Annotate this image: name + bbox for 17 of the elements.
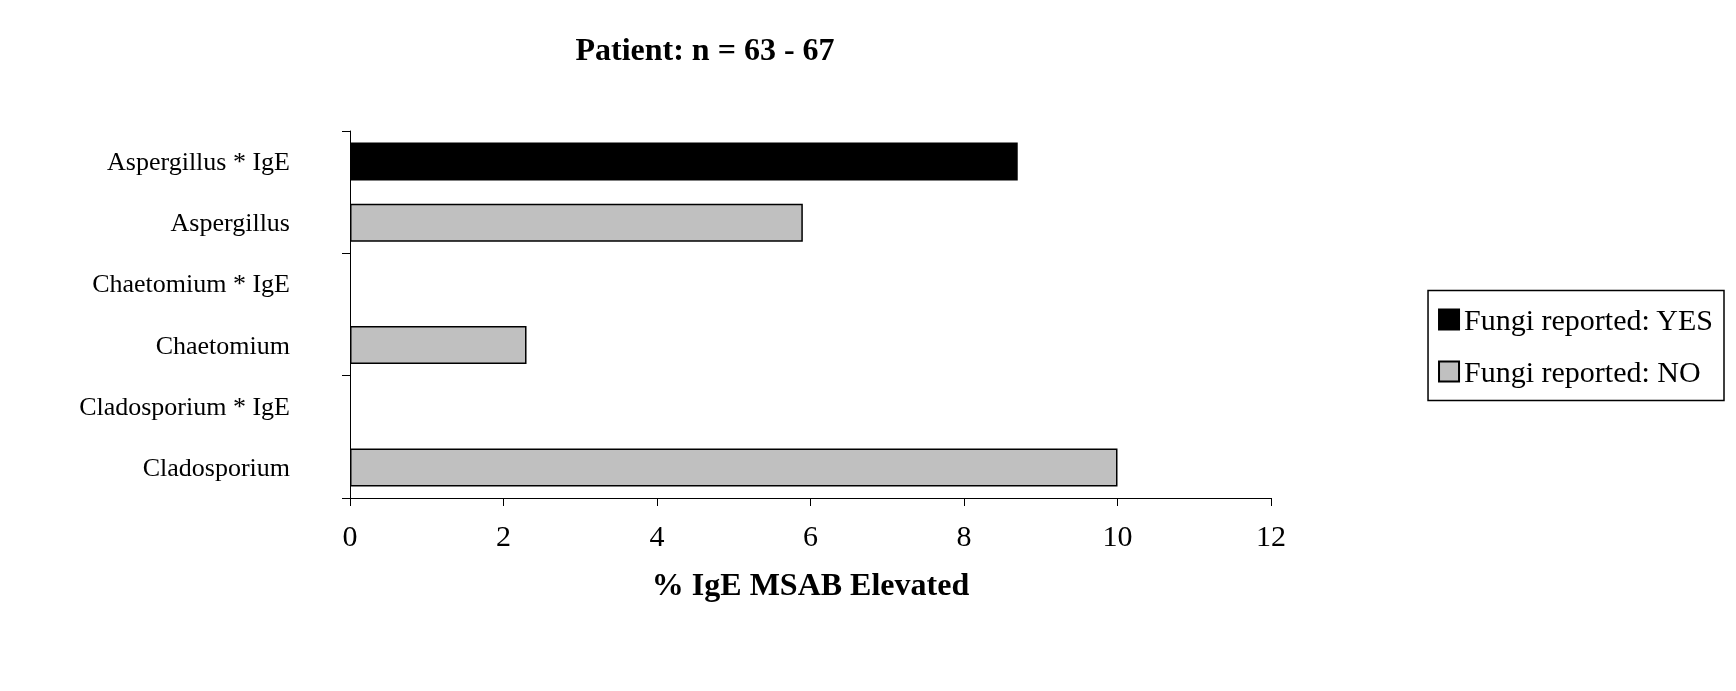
y-tick-label: Chaetomium: [155, 330, 290, 360]
x-tick-label: 6: [803, 518, 818, 552]
legend-label: Fungi reported: YES: [1464, 303, 1713, 336]
x-tick-label: 4: [649, 518, 665, 552]
x-axis-title: % IgE MSAB Elevated: [651, 566, 970, 602]
x-tick-label: 10: [1102, 518, 1133, 552]
chart-title: Patient: n = 63 - 67: [575, 31, 835, 67]
x-tick-label: 12: [1256, 518, 1286, 552]
x-tick-label: 0: [342, 518, 358, 552]
y-tick-label: Cladosporium * IgE: [79, 391, 290, 421]
legend-label: Fungi reported: NO: [1464, 355, 1701, 388]
x-tick-label: 8: [956, 518, 972, 552]
y-tick-label: Aspergillus * IgE: [107, 147, 290, 177]
y-tick-label: Cladosporium: [142, 452, 290, 482]
x-tick-label: 2: [496, 518, 511, 552]
y-tick-label: Chaetomium * IgE: [92, 269, 290, 299]
y-tick-label: Aspergillus: [170, 208, 290, 238]
